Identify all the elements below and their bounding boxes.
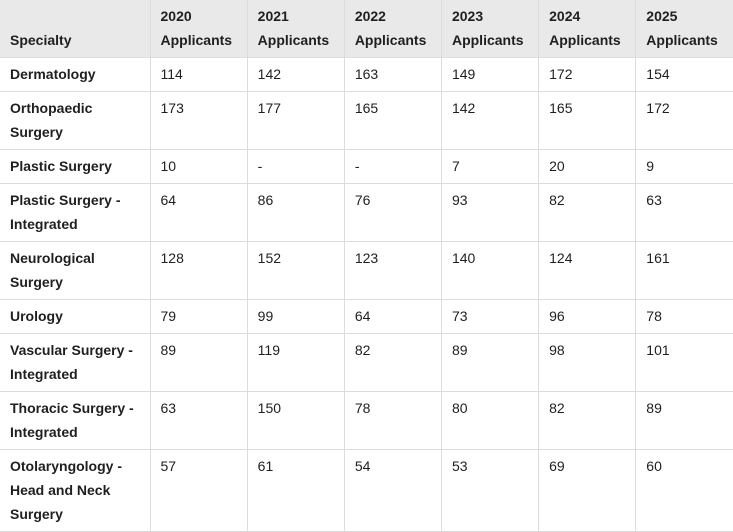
specialty-cell: Urology [0,299,151,334]
applicant-count-cell: 86 [246,183,345,242]
applicant-count-cell: 82 [343,333,442,392]
applicant-count-cell: 64 [149,183,248,242]
specialty-cell: Plastic Surgery - Integrated [0,183,151,242]
table-row: Urology 79 99 64 73 96 78 [0,299,733,334]
table-row: Plastic Surgery - Integrated 64 86 76 93 82 63 [0,183,733,242]
applicant-count-cell: 63 [635,183,733,242]
applicant-count-cell: 89 [635,391,733,450]
applicant-count-cell: 142 [440,91,540,150]
applicant-count-cell: 82 [538,391,637,450]
applicant-count-cell: 140 [440,241,540,300]
applicant-count-cell: 61 [246,449,345,532]
applicant-count-cell: 89 [149,333,248,392]
column-header: 2022 Applicants [343,0,442,58]
applicant-count-cell: 20 [538,149,637,184]
specialty-cell: Plastic Surgery [0,149,151,184]
applicant-count-cell: 98 [538,333,637,392]
applicant-count-cell: 152 [246,241,345,300]
applicant-count-cell: 142 [246,57,345,92]
applicant-count-cell: 172 [538,57,637,92]
table-row: Otolaryngology - Head and Neck Surgery 57… [0,449,733,532]
applicant-count-cell: 89 [440,333,540,392]
applicant-count-cell: 57 [149,449,248,532]
table-row: Orthopaedic Surgery 173 177 165 142 165 172 [0,91,733,150]
specialty-cell: Neurological Surgery [0,241,151,300]
applicant-count-cell: 76 [343,183,442,242]
specialty-cell: Thoracic Surgery - Integrated [0,391,151,450]
applicant-count-cell: 173 [149,91,248,150]
applicant-count-cell: 96 [538,299,637,334]
applicant-count-cell: 99 [246,299,345,334]
table-row: Neurological Surgery 128 152 123 140 124 161 [0,241,733,300]
table-body: Dermatology 114 142 163 149 172 154 Orthopaedic… [0,57,733,532]
applicant-count-cell: 154 [635,57,733,92]
column-header: 2023 Applicants [440,0,540,58]
applicant-count-cell: 165 [343,91,442,150]
column-header: 2021 Applicants [246,0,345,58]
applicant-count-cell: 150 [246,391,345,450]
applicant-count-cell: 124 [538,241,637,300]
applicant-count-cell: 165 [538,91,637,150]
applicant-count-cell: 172 [635,91,733,150]
applicant-count-cell: 119 [246,333,345,392]
applicant-count-cell: 73 [440,299,540,334]
applicant-count-cell: 177 [246,91,345,150]
column-header: 2020 Applicants [149,0,248,58]
specialty-cell: Otolaryngology - Head and Neck Surgery [0,449,151,532]
applicant-count-cell: 78 [343,391,442,450]
header-row: Specialty 2020 Applicants 2021 Applicants 2… [0,0,733,58]
specialty-cell: Vascular Surgery - Integrated [0,333,151,392]
table-row: Thoracic Surgery - Integrated 63 150 78 80 82… [0,391,733,450]
applicant-count-cell: 149 [440,57,540,92]
applicant-count-cell: 128 [149,241,248,300]
applicant-count-cell: 114 [149,57,248,92]
applicant-count-cell: 161 [635,241,733,300]
applicant-count-cell: 9 [635,149,733,184]
applicant-count-cell: 78 [635,299,733,334]
table-head: Specialty 2020 Applicants 2021 Applicants 2… [0,0,733,58]
applicant-count-cell: - [246,149,345,184]
table-row: Vascular Surgery - Integrated 89 119 82 89 98… [0,333,733,392]
table-row: Plastic Surgery 10- -7 20 9 [0,149,733,184]
applicant-count-cell: 69 [538,449,637,532]
applicant-count-cell: 101 [635,333,733,392]
applicant-count-cell: 64 [343,299,442,334]
applicant-count-cell: 163 [343,57,442,92]
applicant-count-cell: - [343,149,442,184]
specialty-cell: Orthopaedic Surgery [0,91,151,150]
column-header: Specialty [0,0,151,58]
applicant-count-cell: 10 [149,149,248,184]
applicant-count-cell: 60 [635,449,733,532]
applicant-count-cell: 123 [343,241,442,300]
applicant-count-cell: 63 [149,391,248,450]
applicant-count-cell: 7 [440,149,540,184]
column-header: 2025 Applicants [635,0,733,58]
applicant-count-cell: 79 [149,299,248,334]
applicant-count-cell: 93 [440,183,540,242]
column-header: 2024 Applicants [538,0,637,58]
table-row: Dermatology 114 142 163 149 172 154 [0,57,733,92]
specialty-cell: Dermatology [0,57,151,92]
applicant-count-cell: 54 [343,449,442,532]
applicant-count-cell: 80 [440,391,540,450]
applicant-count-cell: 82 [538,183,637,242]
applicant-count-cell: 53 [440,449,540,532]
